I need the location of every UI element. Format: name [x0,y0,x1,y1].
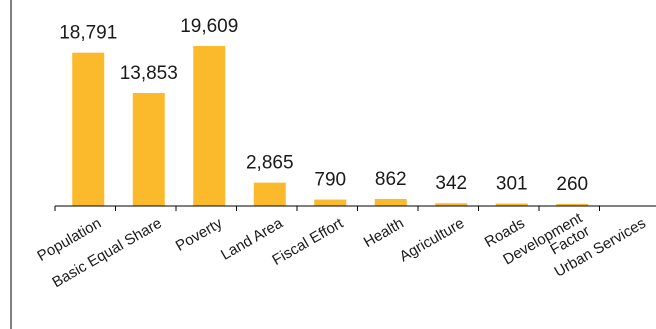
x-tick-label-line: Agriculture [397,215,468,266]
x-tick-label-line: Basic Equal Share [49,215,164,291]
bar-basic-equal-share [132,92,165,206]
bar-agriculture [435,203,468,206]
data-label: 862 [375,169,407,190]
x-tick-label-line: Health [361,215,407,251]
x-tick-label: Health [361,215,407,251]
bar-health [374,198,407,206]
x-tick-label: Agriculture [397,215,468,266]
data-label: 790 [314,170,346,191]
bars-group [72,46,589,207]
bar-population [72,52,105,207]
bar-development-factor [556,203,589,206]
data-label: 19,609 [180,16,238,37]
data-label: 2,865 [246,153,294,174]
data-label: 301 [496,174,528,195]
bar-poverty [193,46,226,206]
data-label: 13,853 [120,63,178,84]
data-label: 342 [435,173,467,194]
x-tick-label: Basic Equal Share [49,215,164,291]
bar-land-area [253,182,286,206]
bar-roads [495,203,528,206]
bar-fiscal-effort [314,199,347,206]
data-label: 260 [556,174,588,195]
x-ticks-group [54,206,600,211]
data-label: 18,791 [59,23,117,44]
